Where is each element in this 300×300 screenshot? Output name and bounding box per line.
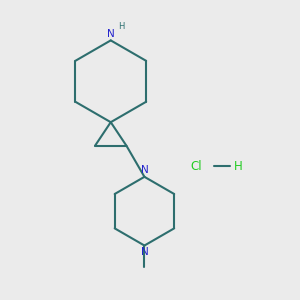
Text: H: H [233,160,242,173]
Text: N: N [141,247,148,257]
Text: H: H [118,22,124,31]
Text: Cl: Cl [191,160,202,173]
Text: N: N [107,29,115,39]
Text: N: N [141,165,148,175]
